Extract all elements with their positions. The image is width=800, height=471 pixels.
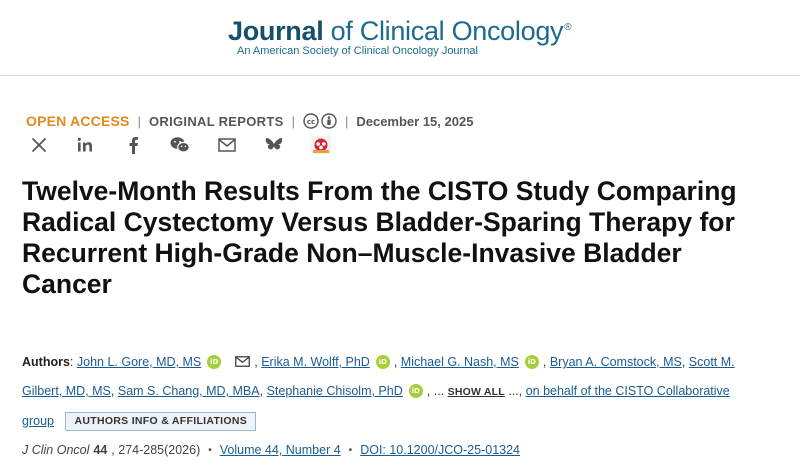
journal-subtitle: An American Society of Clinical Oncology… [237,45,478,57]
bluesky-icon[interactable] [263,134,285,156]
linkedin-icon[interactable] [75,134,97,156]
article-title: Twelve-Month Results From the CISTO Stud… [22,176,737,299]
authors-ellipsis: ... [433,384,445,398]
facebook-icon[interactable] [122,134,144,156]
license-icons[interactable]: cc [303,113,337,129]
citation-pages: , 274-285(2026) [111,443,201,457]
masthead: Journal of Clinical Oncology® An America… [0,0,800,76]
meta-separator: | [137,113,141,129]
orcid-icon[interactable]: iD [207,355,222,369]
author-comma: , [259,384,264,398]
by-attribution-icon [321,113,337,129]
author-link[interactable]: Bryan A. Comstock, MS [549,355,682,369]
publication-date: December 15, 2025 [356,113,474,129]
authors-info-affiliations-button[interactable]: AUTHORS INFO & AFFILIATIONS [65,412,257,431]
collaborative-group-link[interactable]: on behalf of the CISTO Collaborative gro… [22,384,730,428]
author-comma: , [681,355,686,369]
author-link[interactable]: Michael G. Nash, MS [400,355,519,369]
authors-label: Authors [22,355,70,369]
email-icon[interactable] [216,134,238,156]
authors-block: Authors: John L. Gore, MD, MS iD, Erika M… [22,348,762,436]
registered-mark: ® [564,22,572,33]
mendeley-icon[interactable] [310,134,332,156]
orcid-icon[interactable]: iD [408,384,423,398]
author-link[interactable]: Sam S. Chang, MD, MBA [117,384,260,398]
author-link[interactable]: John L. Gore, MD, MS [76,355,202,369]
author-link[interactable]: Erika M. Wolff, PhD [261,355,370,369]
author-comma: , [426,384,431,398]
citation-volume: 44 [93,443,108,457]
journal-abbrev: J Clin Oncol [22,443,90,457]
journal-name-rest: of Clinical Oncology [323,16,564,46]
meta-separator: | [344,113,349,129]
share-bar [28,134,357,156]
author-comma: , [393,355,398,369]
meta-separator: | [291,113,295,129]
author-link[interactable]: Stephanie Chisolm, PhD [266,384,403,398]
cc-icon: cc [303,113,319,129]
x-icon[interactable] [28,134,50,156]
citation-line: J Clin Oncol 44 , 274-285(2026) • Volume… [22,440,520,460]
svg-text:cc: cc [307,118,315,126]
author-email-icon[interactable] [235,356,251,367]
report-type-link[interactable]: ORIGINAL REPORTS [148,113,284,129]
author-comma: , [110,384,115,398]
journal-name-word: Journal [228,16,324,46]
doi-link[interactable]: DOI: 10.1200/JCO-25-01324 [360,443,521,457]
author-comma: , [254,355,258,369]
journal-name: Journal of Clinical Oncology® [228,12,578,47]
journal-logo[interactable]: Journal of Clinical Oncology® An America… [228,12,578,57]
authors-colon: : [69,355,74,369]
article-meta: OPEN ACCESS | ORIGINAL REPORTS | cc | De… [26,111,473,131]
volume-issue-link[interactable]: Volume 44, Number 4 [219,443,341,457]
orcid-icon[interactable]: iD [375,355,390,369]
citation-bullet: • [348,444,353,456]
show-all-authors-button[interactable]: SHOW ALL [447,386,505,398]
citation-bullet: • [208,444,212,456]
authors-ellipsis: ... [508,384,519,398]
orcid-icon[interactable]: iD [524,355,539,369]
author-comma: , [518,384,523,398]
author-comma: , [542,355,547,369]
author-link[interactable]: Scott M. Gilbert, MD, MS [22,355,735,398]
open-access-label: OPEN ACCESS [26,113,130,129]
wechat-icon[interactable] [169,134,191,156]
